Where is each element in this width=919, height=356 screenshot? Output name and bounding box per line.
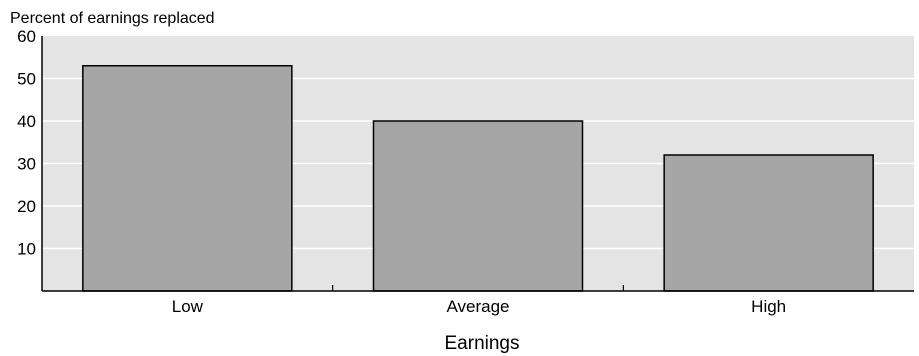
y-tick-label: 60 bbox=[17, 27, 36, 46]
category-label-high: High bbox=[751, 297, 786, 316]
y-tick-label: 10 bbox=[17, 240, 36, 259]
category-label-average: Average bbox=[446, 297, 509, 316]
bar-average bbox=[372, 120, 584, 292]
bar-high bbox=[663, 154, 874, 292]
x-tick-marks bbox=[332, 285, 624, 291]
category-label-low: Low bbox=[172, 297, 204, 316]
bars bbox=[82, 65, 874, 292]
y-axis-title: Percent of earnings replaced bbox=[10, 10, 215, 27]
y-tick-label: 30 bbox=[17, 155, 36, 174]
y-tick-label: 50 bbox=[17, 70, 36, 89]
y-tick-label: 20 bbox=[17, 197, 36, 216]
category-labels: Low Average High bbox=[172, 297, 786, 316]
bar-low bbox=[82, 65, 293, 292]
axes bbox=[41, 36, 914, 292]
y-tick-labels: 10 20 30 40 50 60 bbox=[17, 27, 36, 259]
y-tick-label: 40 bbox=[17, 112, 36, 131]
x-axis-title: Earnings bbox=[445, 333, 520, 354]
